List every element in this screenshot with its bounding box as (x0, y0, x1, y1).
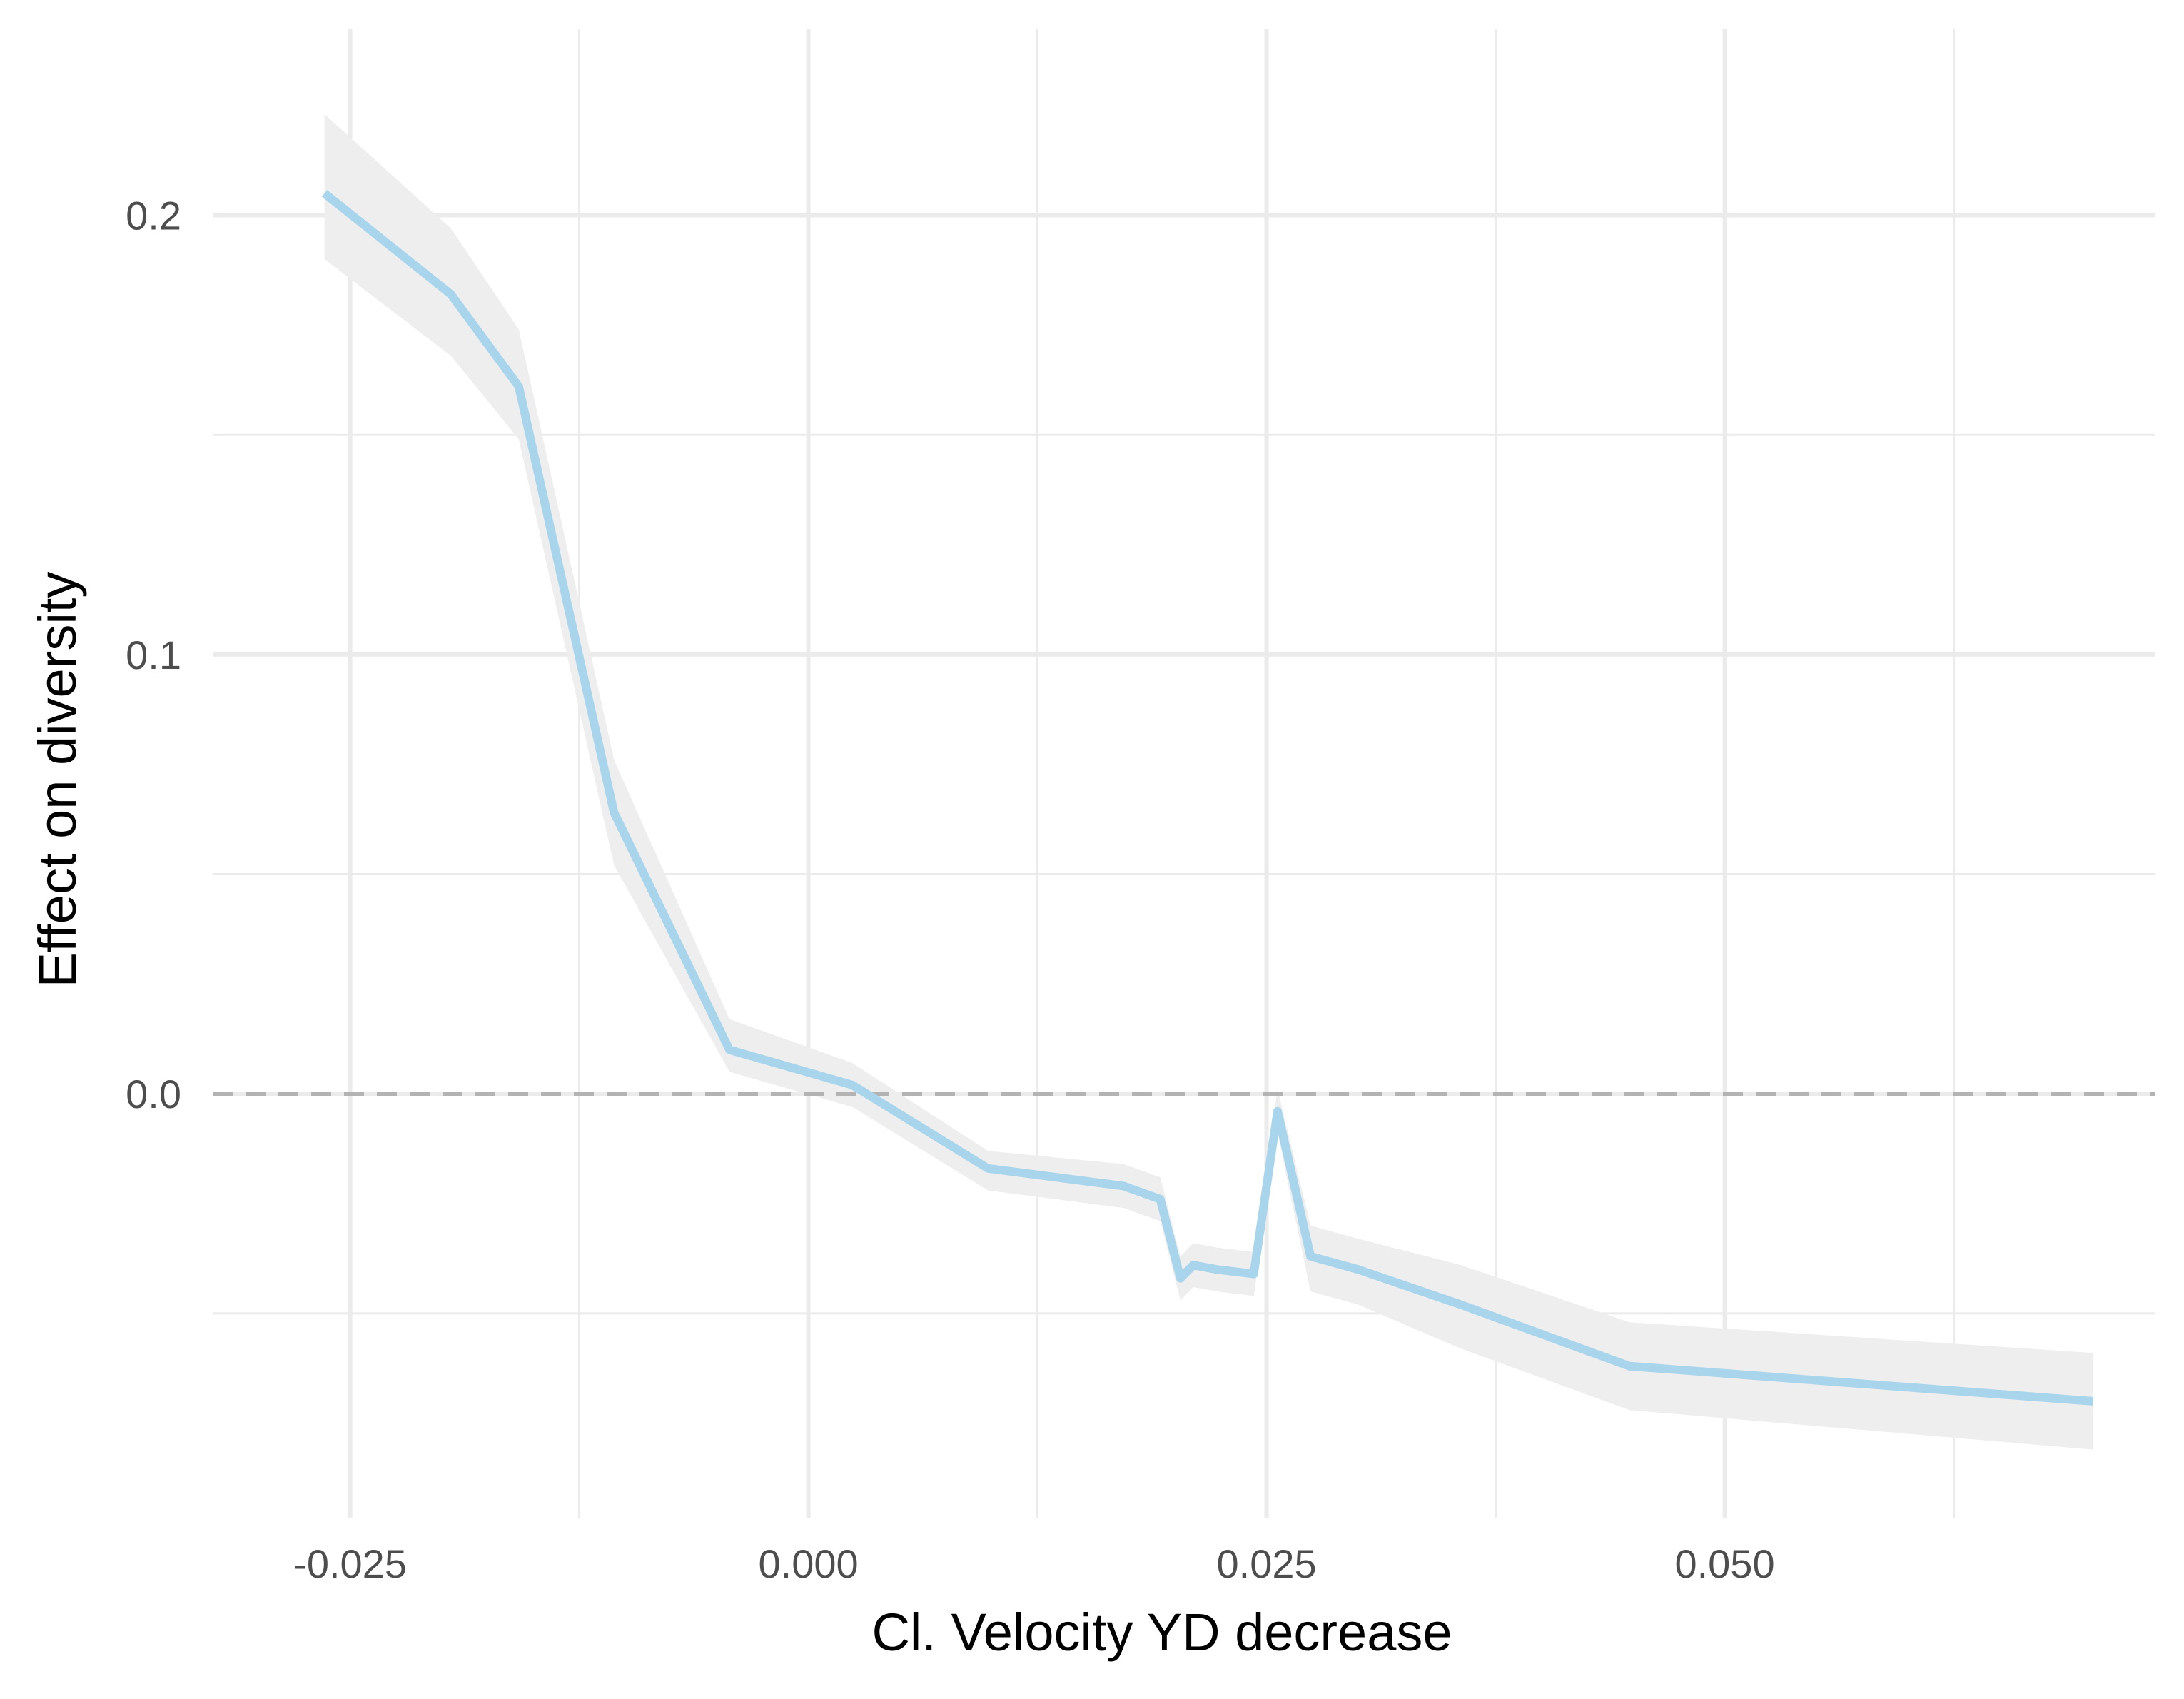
y-axis-title: Effect on diversity (28, 572, 87, 988)
confidence-ribbon (324, 114, 2093, 1450)
x-axis-title: Cl. Velocity YD decrease (871, 1603, 1452, 1662)
x-tick-label: -0.025 (293, 1541, 407, 1586)
grid-layer (213, 29, 2155, 1518)
x-tick-label: 0.050 (1674, 1541, 1774, 1586)
series-line-layer (321, 190, 2094, 1406)
x-tick-label: 0.025 (1216, 1541, 1316, 1586)
x-tick-label: 0.000 (759, 1541, 859, 1586)
y-tick-label: 0.1 (126, 632, 181, 677)
y-tick-label: 0.0 (126, 1072, 181, 1116)
y-tick-label: 0.2 (126, 193, 181, 238)
confidence-ribbon-layer (324, 114, 2093, 1450)
tick-label-layer: -0.025 0.000 0.025 0.050 0.0 0.1 0.2 (126, 193, 1774, 1586)
series-line (321, 190, 2094, 1406)
